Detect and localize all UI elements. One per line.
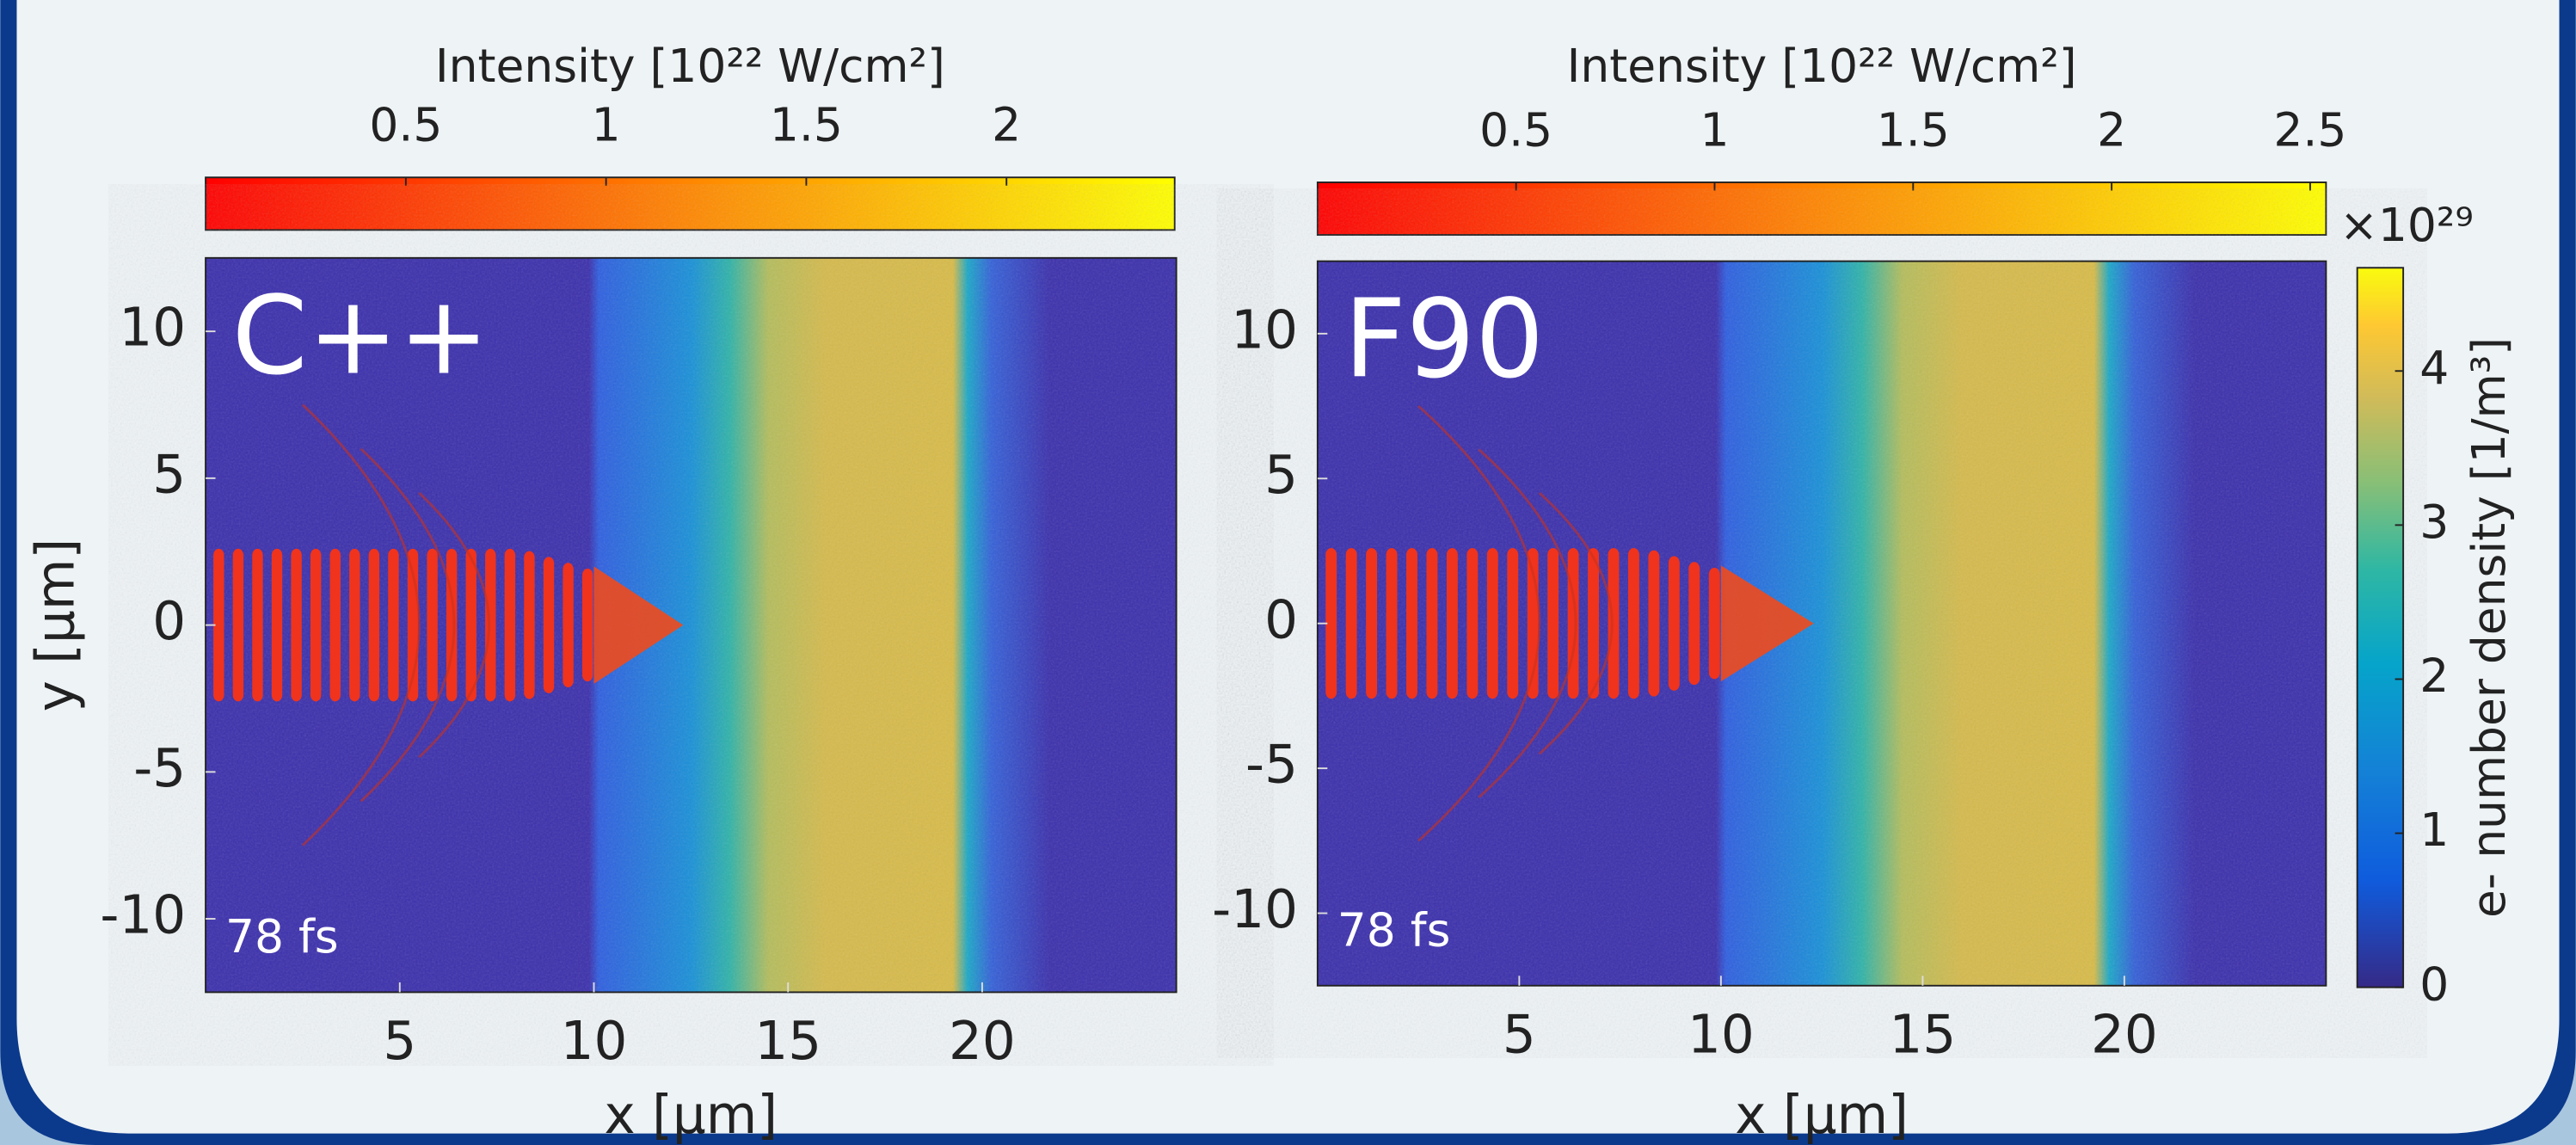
laser-stripe xyxy=(291,548,302,702)
panel-annotation: F90 xyxy=(1343,276,1544,403)
colorbar-tick-label: 1 xyxy=(592,98,621,152)
laser-stripe xyxy=(1688,562,1700,686)
time-label: 78 fs xyxy=(225,909,339,963)
laser-stripe xyxy=(349,548,360,702)
laser-stripe xyxy=(1345,548,1357,699)
y-tick-label: 5 xyxy=(1264,445,1298,506)
wave-arc xyxy=(1538,492,1614,755)
y-tick-label: -10 xyxy=(100,885,186,946)
wave-arc xyxy=(1417,404,1541,842)
colorbar-tick-label: 2 xyxy=(992,98,1021,152)
y-axis-label: y [μm] xyxy=(26,539,87,712)
laser-stripe xyxy=(213,548,224,702)
laser-stripe xyxy=(1507,548,1519,699)
laser-stripe xyxy=(1628,548,1639,699)
intensity-colorbar xyxy=(1316,182,2327,237)
colorbar-tick-label: 0.5 xyxy=(369,98,442,152)
laser-stripe xyxy=(252,548,263,702)
wave-arc xyxy=(418,491,490,759)
colorbar-tick-label: 1 xyxy=(1700,102,1729,157)
density-colorbar-tick-label: 0 xyxy=(2419,957,2449,1011)
laser-stripe xyxy=(368,548,380,702)
laser-stripe xyxy=(1668,556,1680,691)
density-colorbar-tick-label: 1 xyxy=(2419,803,2449,857)
colorbar-tick-label: 2 xyxy=(2097,102,2126,157)
x-axis-label: x [μm] xyxy=(605,1085,778,1145)
x-tick-label: 10 xyxy=(1688,1004,1755,1065)
y-tick-label: -10 xyxy=(1212,879,1298,940)
colorbar-label: Intensity [10²² W/cm²] xyxy=(1567,39,2077,93)
y-tick-label: -5 xyxy=(133,738,186,799)
density-colorbar-tick-label: 2 xyxy=(2419,649,2449,703)
laser-stripe xyxy=(310,548,322,702)
laser-stripe xyxy=(465,548,476,702)
x-axis-label: x [μm] xyxy=(1735,1085,1909,1145)
laser-stripe xyxy=(1446,548,1458,699)
x-tick-label: 15 xyxy=(1889,1004,1956,1065)
laser-stripe xyxy=(504,548,516,702)
x-tick-label: 15 xyxy=(754,1011,821,1072)
laser-stripe xyxy=(485,548,496,702)
laser-stripe xyxy=(427,548,438,702)
laser-stripe xyxy=(581,569,593,682)
laser-stripe xyxy=(524,551,535,699)
laser-stripe xyxy=(388,548,399,702)
y-tick-label: 10 xyxy=(119,298,186,359)
colorbar-label: Intensity [10²² W/cm²] xyxy=(435,39,945,93)
colorbar-tick-label: 1.5 xyxy=(1877,102,1950,157)
laser-stripe xyxy=(543,557,555,693)
density-colorbar xyxy=(2356,267,2405,988)
laser-stripe xyxy=(1386,548,1398,699)
laser-stripe xyxy=(329,548,341,702)
heatmap-noise xyxy=(1317,261,2327,986)
intensity-colorbar xyxy=(205,176,1176,231)
laser-stripe xyxy=(1567,548,1579,699)
density-colorbar-tick-label: 3 xyxy=(2419,495,2449,549)
x-tick-label: 10 xyxy=(561,1011,628,1072)
y-tick-label: 5 xyxy=(152,444,186,505)
laser-stripe xyxy=(1486,548,1498,699)
colorbar-tick-label: 1.5 xyxy=(770,98,843,152)
y-tick-label: 0 xyxy=(152,591,186,652)
laser-stripe xyxy=(446,548,458,702)
laser-stripe xyxy=(232,548,244,702)
heatmap-noise xyxy=(206,257,1177,993)
colorbar-tick-label: 0.5 xyxy=(1479,102,1552,157)
time-label: 78 fs xyxy=(1337,902,1451,957)
laser-tip xyxy=(1720,565,1814,682)
wave-arc xyxy=(301,403,421,846)
laser-stripe xyxy=(1608,548,1620,699)
density-multiplier: ×10²⁹ xyxy=(2339,198,2474,252)
laser-stripe xyxy=(1366,548,1378,699)
colorbar-tick-label: 2.5 xyxy=(2273,102,2346,157)
laser-stripe xyxy=(1325,548,1337,699)
wave-arc xyxy=(360,447,456,803)
laser-stripe xyxy=(1466,548,1479,699)
laser-tip xyxy=(593,566,684,684)
y-tick-label: 0 xyxy=(1264,589,1298,650)
x-tick-label: 20 xyxy=(2091,1004,2158,1065)
x-tick-label: 20 xyxy=(949,1011,1016,1072)
x-tick-label: 5 xyxy=(1503,1004,1536,1065)
laser-stripe xyxy=(1588,548,1600,699)
wave-arc xyxy=(1478,448,1577,798)
x-tick-label: 5 xyxy=(383,1011,416,1072)
panel-annotation: C++ xyxy=(232,273,489,399)
y-tick-label: -5 xyxy=(1245,735,1298,796)
laser-stripe xyxy=(1547,548,1559,699)
density-colorbar-tick-label: 4 xyxy=(2419,341,2449,395)
laser-stripe xyxy=(1406,548,1417,699)
laser-stripe xyxy=(1708,568,1720,680)
laser-stripe xyxy=(1426,548,1438,699)
laser-stripe xyxy=(1648,550,1660,697)
y-tick-label: 10 xyxy=(1231,299,1298,360)
laser-stripe xyxy=(563,563,574,687)
laser-stripe xyxy=(271,548,283,702)
density-colorbar-label: e- number density [1/m³] xyxy=(2462,337,2516,918)
